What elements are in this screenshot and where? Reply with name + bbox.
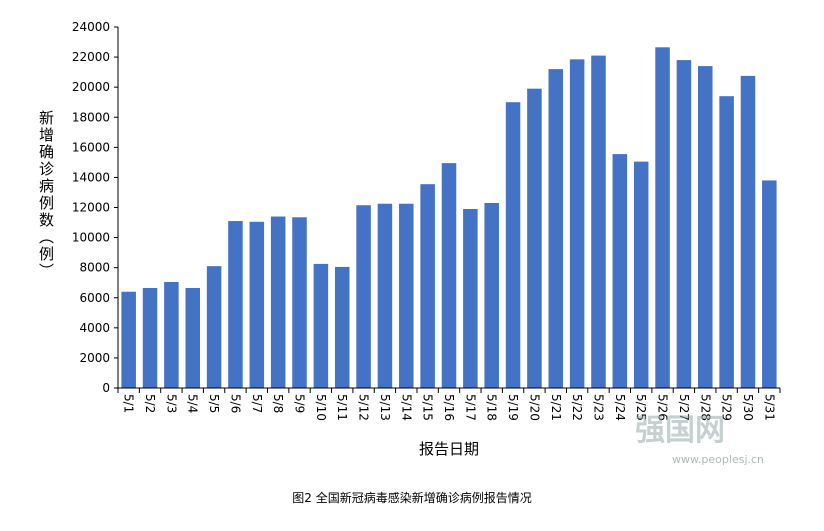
- bar: [655, 47, 670, 389]
- x-tick-label: 5/30: [741, 394, 755, 421]
- x-tick-label: 5/6: [228, 394, 242, 413]
- bar: [697, 66, 713, 388]
- x-tick-label: 5/14: [399, 394, 413, 421]
- y-tick-label: 6000: [79, 291, 110, 305]
- x-tick-label: 5/17: [463, 394, 477, 421]
- watermark-url: www.peoplesj.cn: [672, 453, 764, 466]
- x-tick-label: 5/28: [698, 394, 712, 421]
- bar: [441, 163, 457, 388]
- bar: [484, 202, 499, 388]
- y-tick-label: 12000: [72, 201, 110, 215]
- x-tick-label: 5/25: [634, 394, 648, 421]
- bar: [121, 291, 136, 388]
- y-tick-label: 2000: [79, 351, 110, 365]
- x-tick-label: 5/22: [570, 394, 584, 421]
- bar: [270, 216, 286, 388]
- x-tick-label: 5/13: [378, 394, 392, 421]
- bar: [719, 96, 734, 389]
- y-tick-label: 22000: [72, 50, 110, 64]
- bar: [676, 60, 692, 388]
- x-tick-label: 5/24: [613, 394, 627, 421]
- bar: [399, 203, 414, 388]
- bar: [249, 221, 265, 388]
- bar: [142, 287, 158, 388]
- x-tick-label: 5/19: [506, 394, 520, 421]
- x-tick-label: 5/2: [143, 394, 157, 413]
- y-axis-title: 新增确诊病例数（例）: [37, 110, 55, 280]
- bar: [164, 281, 179, 388]
- x-tick-label: 5/21: [549, 394, 563, 421]
- x-tick-label: 5/10: [314, 394, 328, 421]
- bar: [313, 263, 329, 388]
- y-tick-label: 8000: [79, 261, 110, 275]
- x-tick-label: 5/5: [207, 394, 221, 413]
- bar: [591, 55, 606, 389]
- x-tick-label: 5/7: [250, 394, 264, 413]
- bar: [292, 217, 307, 388]
- bar: [356, 205, 371, 388]
- y-tick-label: 10000: [72, 231, 110, 245]
- x-tick-label: 5/31: [762, 394, 776, 421]
- bar: [548, 69, 564, 388]
- bar: [420, 184, 435, 388]
- x-tick-label: 5/16: [442, 394, 456, 421]
- x-tick-label: 5/29: [720, 394, 734, 421]
- x-tick-label: 5/1: [122, 394, 136, 413]
- y-tick-label: 24000: [72, 20, 110, 34]
- x-tick-label: 5/15: [421, 394, 435, 421]
- bar: [762, 180, 777, 388]
- y-tick-label: 18000: [72, 110, 110, 124]
- x-tick-label: 5/11: [335, 394, 349, 421]
- bar: [527, 88, 542, 388]
- watermark-logo: 强国网: [635, 413, 725, 448]
- x-tick-label: 5/3: [164, 394, 178, 413]
- bar: [377, 203, 393, 388]
- x-tick-label: 5/4: [186, 394, 200, 413]
- bar: [228, 221, 243, 388]
- bar: [334, 266, 350, 388]
- caption: 图2 全国新冠病毒感染新增确诊病例报告情况: [292, 490, 531, 505]
- bar: [569, 59, 585, 388]
- x-tick-label: 5/18: [485, 394, 499, 421]
- y-tick-label: 16000: [72, 140, 110, 154]
- bar: [463, 209, 478, 388]
- x-tick-label: 5/23: [591, 394, 605, 421]
- bar: [206, 266, 222, 388]
- bar: [612, 154, 628, 388]
- bar: [185, 287, 201, 388]
- x-tick-label: 5/20: [527, 394, 541, 421]
- y-tick-label: 4000: [79, 321, 110, 335]
- x-tick-label: 5/8: [271, 394, 285, 413]
- x-tick-label: 5/27: [677, 394, 691, 421]
- bar: [505, 102, 521, 388]
- x-tick-label: 5/9: [293, 394, 307, 413]
- x-axis-title: 报告日期: [419, 440, 479, 458]
- y-tick-label: 14000: [72, 170, 110, 184]
- y-tick-label: 0: [102, 381, 110, 395]
- bar: [740, 75, 756, 389]
- x-tick-label: 5/26: [656, 394, 670, 421]
- y-tick-label: 20000: [72, 80, 110, 94]
- bar: [633, 161, 649, 388]
- x-tick-label: 5/12: [357, 394, 371, 421]
